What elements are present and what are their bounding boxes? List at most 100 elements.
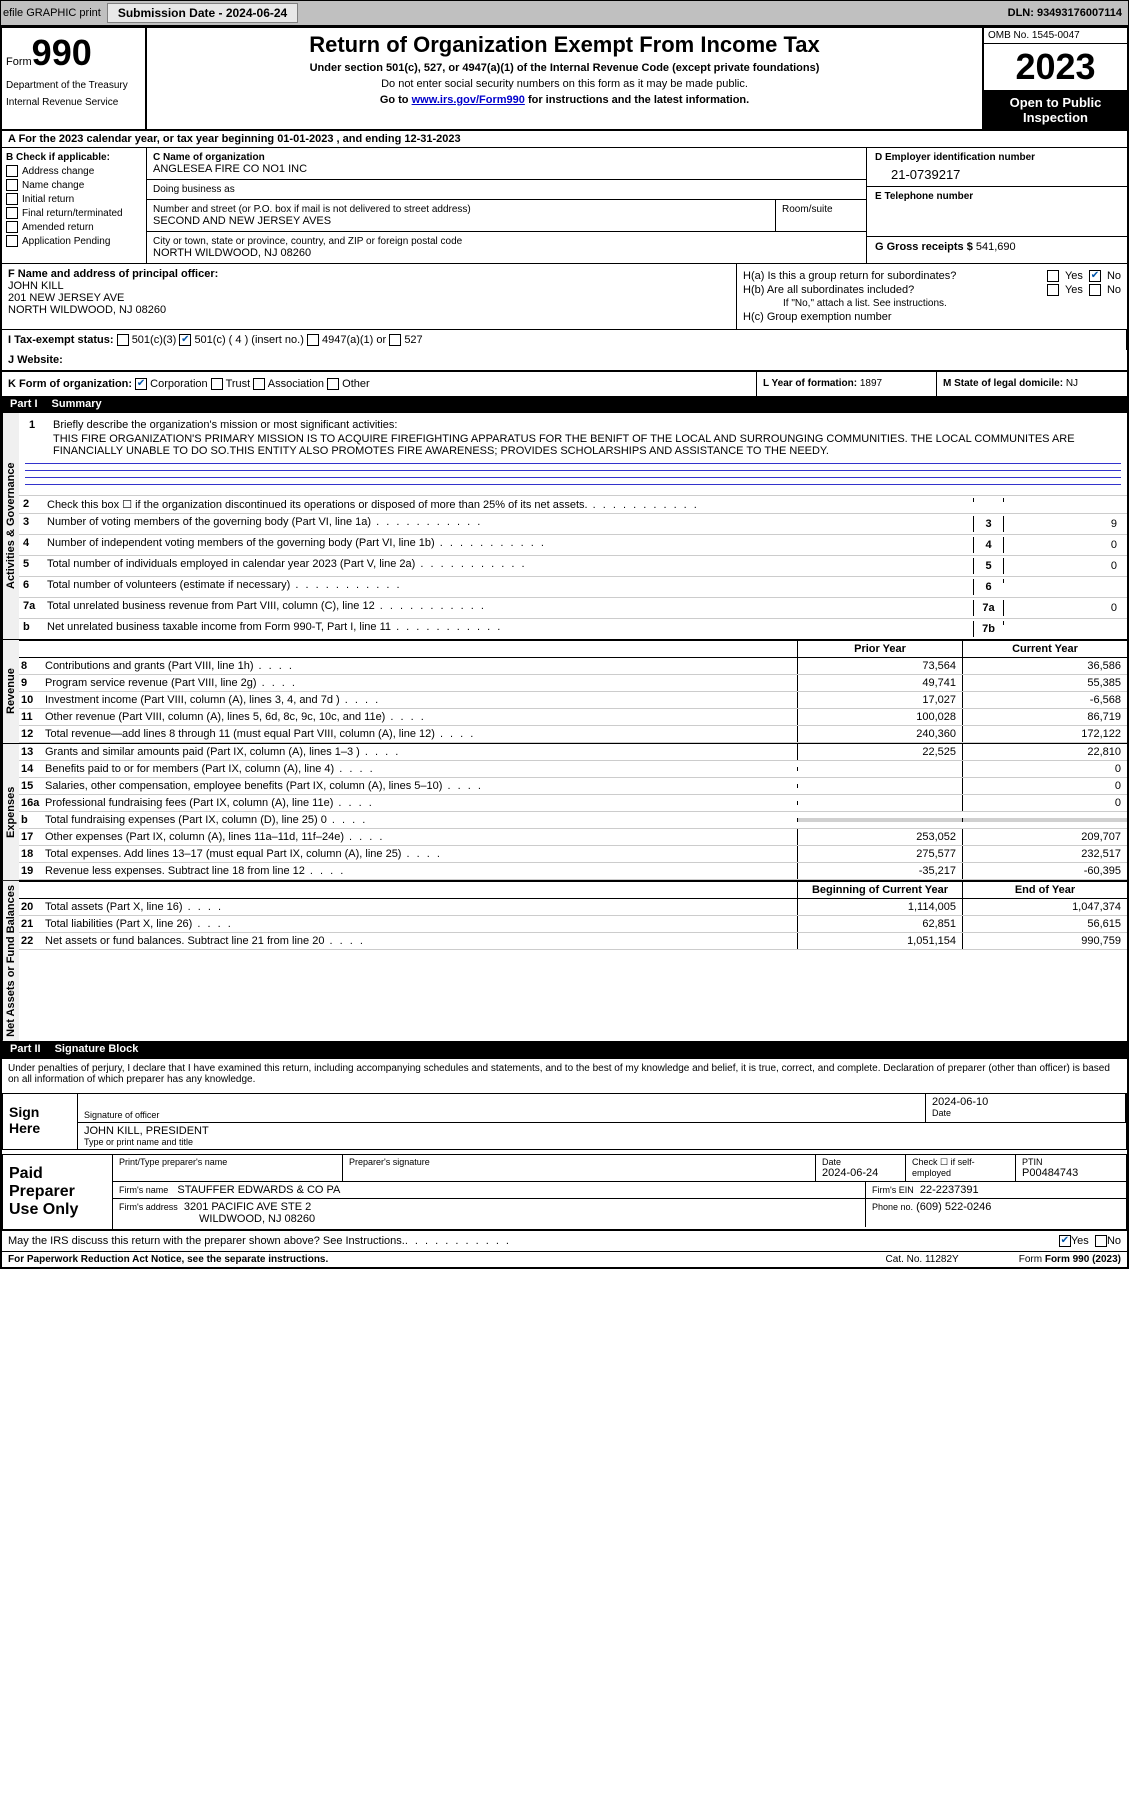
hb-yes-checkbox[interactable] xyxy=(1047,284,1059,296)
submission-date-button[interactable]: Submission Date - 2024-06-24 xyxy=(107,3,298,23)
col-b-checkboxes: B Check if applicable: Address change Na… xyxy=(2,148,147,263)
expenses-side-label: Expenses xyxy=(2,744,19,880)
col-de: D Employer identification number 21-0739… xyxy=(867,148,1127,263)
gov-line-row: 5 Total number of individuals employed i… xyxy=(19,555,1127,576)
ln-text: Grants and similar amounts paid (Part IX… xyxy=(43,744,797,760)
prep-date-label: Date xyxy=(822,1157,899,1167)
open-public-badge: Open to Public Inspection xyxy=(984,91,1127,129)
data-row: 13 Grants and similar amounts paid (Part… xyxy=(19,744,1127,761)
data-row: 19 Revenue less expenses. Subtract line … xyxy=(19,863,1127,880)
prior-val xyxy=(797,767,962,771)
prior-val: 22,525 xyxy=(797,744,962,760)
discuss-dots xyxy=(405,1235,511,1247)
ln-box xyxy=(973,498,1003,502)
data-row: 15 Salaries, other compensation, employe… xyxy=(19,778,1127,795)
chk-final-return[interactable] xyxy=(6,207,18,219)
ptin-label: PTIN xyxy=(1022,1157,1120,1167)
dept-irs: Internal Revenue Service xyxy=(6,97,141,108)
gov-line-row: 7a Total unrelated business revenue from… xyxy=(19,597,1127,618)
gross-receipts-label: G Gross receipts $ xyxy=(875,241,973,253)
form-header: Form990 Department of the Treasury Inter… xyxy=(2,28,1127,131)
prior-year-header: Prior Year xyxy=(797,641,962,657)
chk-4947[interactable] xyxy=(307,334,319,346)
ln-num: 2 xyxy=(23,498,47,510)
data-row: 10 Investment income (Part VIII, column … xyxy=(19,692,1127,709)
omb-number: OMB No. 1545-0047 xyxy=(984,28,1127,44)
prior-val: 1,114,005 xyxy=(797,899,962,915)
chk-527[interactable] xyxy=(389,334,401,346)
row-k: K Form of organization: Corporation Trus… xyxy=(2,371,1127,396)
chk-application-pending[interactable] xyxy=(6,235,18,247)
self-employed-check: Check ☐ if self-employed xyxy=(912,1157,1009,1178)
current-val xyxy=(962,818,1127,822)
ln-num: 19 xyxy=(19,863,43,879)
chk-amended-return[interactable] xyxy=(6,221,18,233)
hb-no-checkbox[interactable] xyxy=(1089,284,1101,296)
form-title: Return of Organization Exempt From Incom… xyxy=(151,32,978,58)
prior-val: 73,564 xyxy=(797,658,962,674)
chk-501c[interactable] xyxy=(179,334,191,346)
prior-val: 62,851 xyxy=(797,916,962,932)
chk-other[interactable] xyxy=(327,378,339,390)
ln-box: 3 xyxy=(973,516,1003,532)
discuss-no-checkbox[interactable] xyxy=(1095,1235,1107,1247)
tax-year: 2023 xyxy=(984,44,1127,91)
ln-num: 18 xyxy=(19,846,43,862)
ln-text: Check this box ☐ if the organization dis… xyxy=(47,498,973,511)
chk-address-change[interactable] xyxy=(6,165,18,177)
data-row: 16a Professional fundraising fees (Part … xyxy=(19,795,1127,812)
chk-501c3[interactable] xyxy=(117,334,129,346)
ln-box: 5 xyxy=(973,558,1003,574)
prior-val: 275,577 xyxy=(797,846,962,862)
ln-num: 13 xyxy=(19,744,43,760)
form-org-label: K Form of organization: xyxy=(8,378,132,390)
row-ij: I Tax-exempt status: 501(c)(3) 501(c) ( … xyxy=(2,329,1127,350)
chk-initial-return[interactable] xyxy=(6,193,18,205)
ptin-value: P00484743 xyxy=(1022,1167,1120,1179)
ha-no-checkbox[interactable] xyxy=(1089,270,1101,282)
current-year-header: Current Year xyxy=(962,641,1127,657)
org-name: ANGLESEA FIRE CO NO1 INC xyxy=(153,163,860,175)
paid-preparer-label: Paid Preparer Use Only xyxy=(3,1155,113,1229)
current-val: 232,517 xyxy=(962,846,1127,862)
expenses-section: Expenses 13 Grants and similar amounts p… xyxy=(2,743,1127,880)
ln-text: Other expenses (Part IX, column (A), lin… xyxy=(43,829,797,845)
goto-link[interactable]: www.irs.gov/Form990 xyxy=(412,94,525,106)
sign-date-label: Date xyxy=(932,1108,1119,1118)
ln-box: 7b xyxy=(973,621,1003,637)
opt-4947: 4947(a)(1) or xyxy=(322,334,386,346)
governance-rows: 2 Check this box ☐ if the organization d… xyxy=(19,495,1127,639)
row-a-tax-year: A For the 2023 calendar year, or tax yea… xyxy=(2,131,1127,148)
discuss-yes-checkbox[interactable] xyxy=(1059,1235,1071,1247)
chk-name-change[interactable] xyxy=(6,179,18,191)
ha-yes: Yes xyxy=(1065,270,1083,282)
part1-label: Part I xyxy=(10,398,38,410)
col-m-state: M State of legal domicile: NJ xyxy=(937,372,1127,396)
chk-association[interactable] xyxy=(253,378,265,390)
governance-side-label: Activities & Governance xyxy=(2,413,19,639)
col-j-website: J Website: xyxy=(2,350,1127,370)
firm-ein: 22-2237391 xyxy=(920,1184,979,1196)
current-val: -60,395 xyxy=(962,863,1127,879)
addr-label: Number and street (or P.O. box if mail i… xyxy=(153,204,769,215)
efile-label: efile GRAPHIC print xyxy=(3,7,101,19)
discuss-text: May the IRS discuss this return with the… xyxy=(8,1235,405,1247)
ln-val: 0 xyxy=(1003,558,1123,574)
form-container: Form990 Department of the Treasury Inter… xyxy=(0,26,1129,1269)
ln-text: Total number of individuals employed in … xyxy=(47,558,973,570)
ln-num: 10 xyxy=(19,692,43,708)
prep-date: 2024-06-24 xyxy=(822,1167,899,1179)
sign-here-block: Sign Here Signature of officer 2024-06-1… xyxy=(2,1093,1127,1150)
ha-label: H(a) Is this a group return for subordin… xyxy=(743,270,1041,282)
opt-other: Other xyxy=(342,378,370,390)
ha-yes-checkbox[interactable] xyxy=(1047,270,1059,282)
ln-num: 16a xyxy=(19,795,43,811)
state-domicile-value: NJ xyxy=(1066,378,1078,389)
officer-addr1: 201 NEW JERSEY AVE xyxy=(8,292,730,304)
chk-trust[interactable] xyxy=(211,378,223,390)
current-val: 86,719 xyxy=(962,709,1127,725)
chk-corporation[interactable] xyxy=(135,378,147,390)
ln-text: Total liabilities (Part X, line 26) xyxy=(43,916,797,932)
ln-text: Total expenses. Add lines 13–17 (must eq… xyxy=(43,846,797,862)
goto-suffix: for instructions and the latest informat… xyxy=(525,94,749,106)
